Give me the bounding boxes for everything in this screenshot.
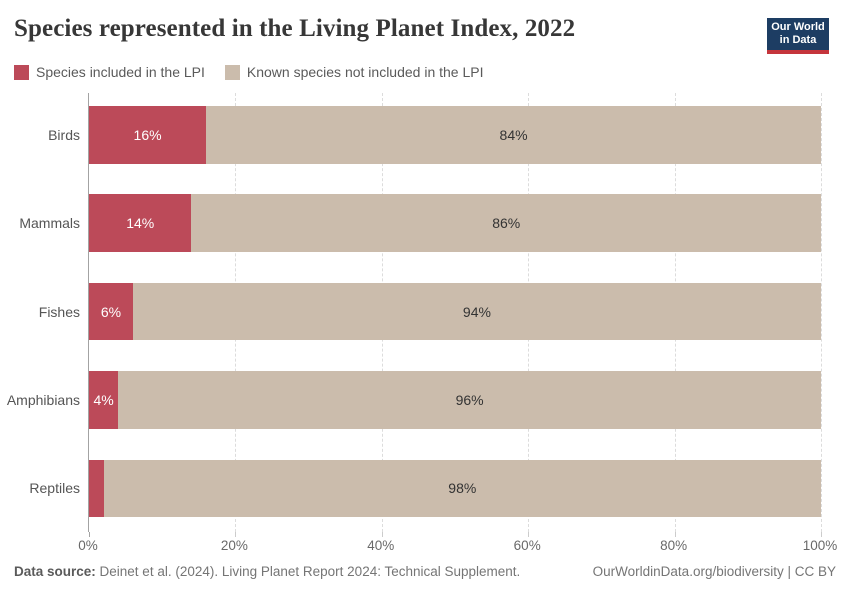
bar-row-birds[interactable]: 16% 84% [89, 106, 821, 164]
bar-segment-not-included[interactable]: 94% [132, 282, 821, 341]
bar-segment-included[interactable]: 4% [89, 371, 119, 429]
bar-segment-not-included[interactable]: 84% [206, 106, 821, 164]
axis-tick [821, 532, 822, 537]
legend-item-1[interactable]: Known species not included in the LPI [224, 64, 484, 80]
footer-source-label: Data source: [14, 564, 96, 579]
chart-legend: Species included in the LPI Known species… [14, 64, 484, 80]
legend-swatch-icon [14, 64, 29, 80]
category-label-amphibians: Amphibians [6, 391, 80, 408]
category-label-birds: Birds [48, 126, 80, 143]
category-label-reptiles: Reptiles [29, 480, 80, 497]
owid-logo-red-strip [767, 50, 829, 54]
x-tick-label: 40% [367, 538, 395, 553]
axis-tick [674, 532, 676, 537]
x-tick-label: 60% [513, 538, 541, 553]
bar-segment-included[interactable]: 14% [89, 194, 192, 252]
category-label-mammals: Mammals [19, 215, 80, 232]
footer-source: Data source: Deinet et al. (2024). Livin… [14, 564, 520, 579]
category-labels: Birds Mammals Fishes Amphibians Reptiles [0, 93, 80, 532]
bar-segment-included[interactable]: 16% [89, 106, 207, 164]
axis-tick [381, 532, 383, 537]
bar-segment-included[interactable]: 6% [89, 282, 133, 341]
bar-row-mammals[interactable]: 14% 86% [89, 194, 821, 252]
bar-row-fishes[interactable]: 6% 94% [89, 282, 821, 341]
x-axis-labels: 0% 20% 40% 60% 80% 100% [78, 538, 837, 556]
legend-swatch-icon [224, 64, 240, 80]
page-title: Species represented in the Living Planet… [14, 15, 576, 42]
category-label-fishes: Fishes [38, 303, 80, 320]
x-tick-label: 80% [660, 538, 688, 553]
gridline [821, 93, 822, 532]
x-tick-label: 20% [220, 538, 248, 553]
footer-link[interactable]: OurWorldinData.org/biodiversity | CC BY [592, 564, 836, 579]
axis-tick [528, 532, 530, 537]
bar-segment-not-included[interactable]: 96% [118, 371, 821, 429]
owid-logo-text: Our World in Data [767, 18, 829, 50]
legend-label: Known species not included in the LPI [246, 64, 484, 80]
bar-segment-not-included[interactable]: 98% [103, 459, 821, 518]
x-tick-label: 100% [802, 538, 838, 553]
legend-label: Species included in the LPI [36, 64, 205, 80]
bar-segment-not-included[interactable]: 86% [191, 194, 821, 252]
owid-logo-line2: in Data [779, 34, 817, 46]
axis-tick [235, 532, 237, 537]
bar-row-amphibians[interactable]: 4% 96% [89, 371, 821, 429]
legend-item-0[interactable]: Species included in the LPI [14, 64, 205, 80]
chart-footer: Data source: Deinet et al. (2024). Livin… [14, 564, 836, 579]
x-tick-label: 0% [78, 538, 98, 553]
owid-logo-line1: Our World [771, 21, 825, 33]
axis-tick [89, 532, 90, 537]
bar-row-reptiles[interactable]: 98% [89, 459, 821, 518]
bar-segment-included[interactable] [89, 459, 104, 518]
plot-area: 16% 84% 14% 86% 6% 94% 4% 96% 98% [88, 93, 822, 537]
footer-source-text: Deinet et al. (2024). Living Planet Repo… [95, 564, 521, 579]
owid-logo[interactable]: Our World in Data [767, 18, 829, 54]
